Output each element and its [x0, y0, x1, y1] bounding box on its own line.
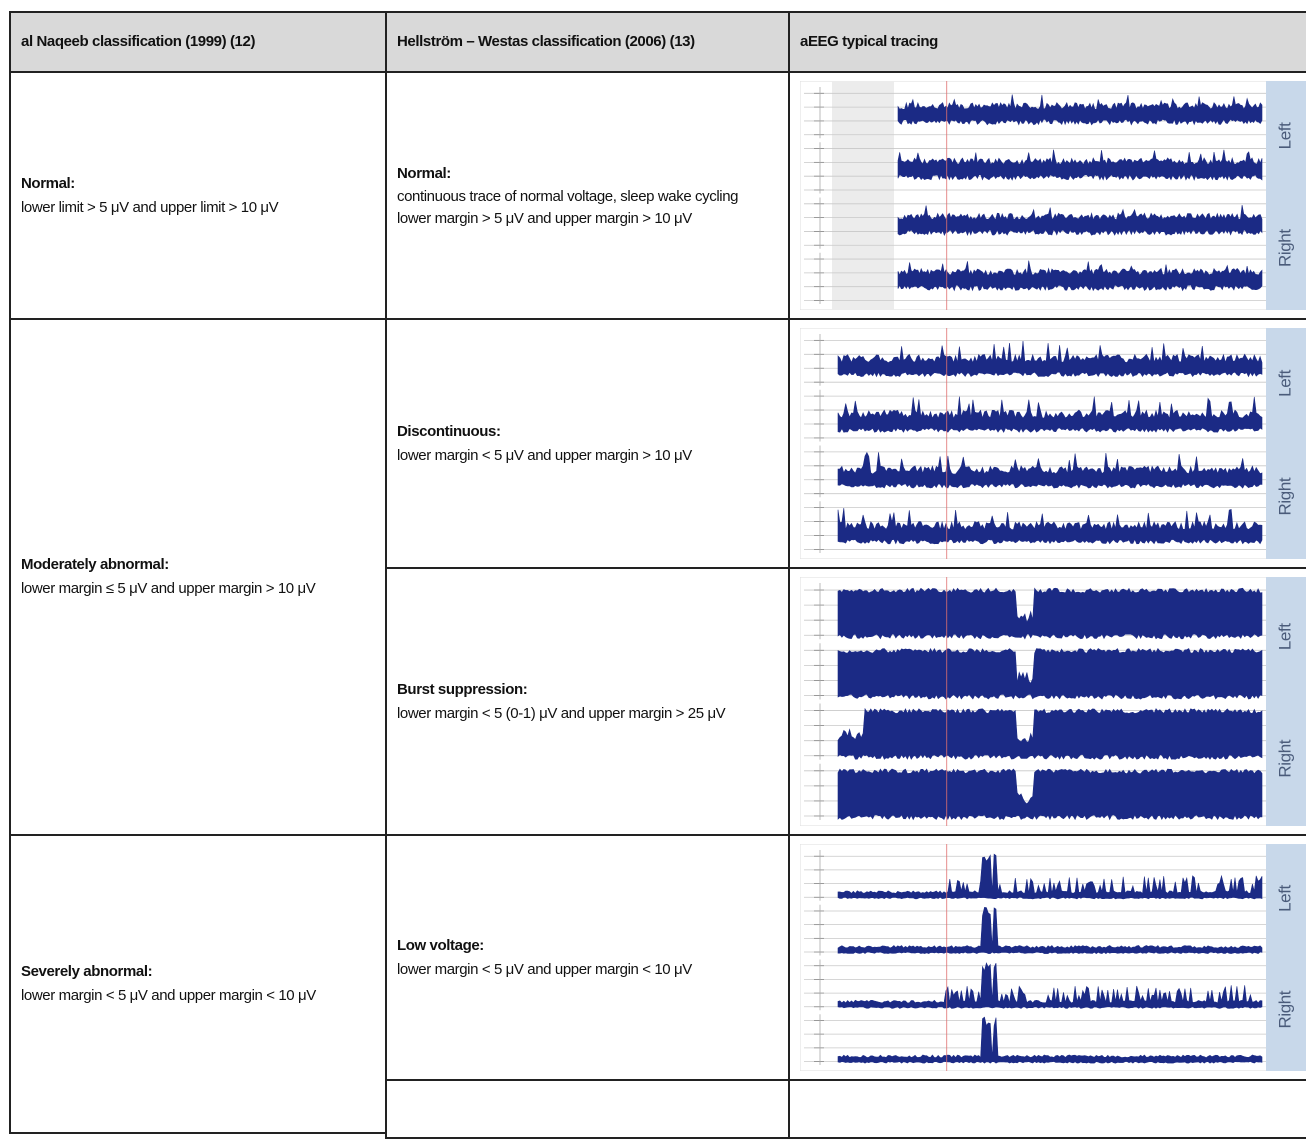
tracing-cell — [788, 1079, 1306, 1139]
side-bar — [1266, 328, 1306, 559]
hellstrom-cell: Normal: continuous trace of normal volta… — [385, 71, 790, 320]
aeeg-tracing: Left Right — [800, 844, 1306, 1071]
header-cell: al Naqeeb classification (1999) (12) — [9, 11, 387, 73]
hellstrom-cell: Low voltage: lower margin < 5 μV and upp… — [385, 834, 790, 1081]
header-cell: aEEG typical tracing — [788, 11, 1306, 73]
class-title: Moderately abnormal: — [21, 553, 375, 577]
eeg-band — [838, 769, 1262, 820]
side-label: Right — [1275, 477, 1294, 515]
eeg-band — [838, 709, 1262, 760]
naqeeb-cell: Severely abnormal: lower margin < 5 μV a… — [9, 834, 387, 1134]
tracing-background — [800, 844, 1306, 1071]
class-text: lower margin ≤ 5 μV and upper margin > 1… — [21, 577, 375, 601]
class-title: Low voltage: — [397, 934, 778, 958]
class-title: Normal: — [397, 162, 778, 186]
aeeg-tracing: Left Right — [800, 81, 1306, 310]
class-title: Normal: — [21, 172, 375, 196]
class-text: lower limit > 5 μV and upper limit > 10 … — [21, 196, 375, 220]
tracing-cell: Left Right — [788, 71, 1306, 320]
eeg-band — [838, 588, 1262, 639]
aeeg-tracing: Left Right — [800, 577, 1306, 826]
side-label: Left — [1275, 369, 1294, 396]
side-label: Left — [1275, 884, 1294, 911]
tracing-cell: Left Right — [788, 567, 1306, 836]
hellstrom-cell: Discontinuous: lower margin < 5 μV and u… — [385, 318, 790, 569]
side-label: Left — [1275, 623, 1294, 650]
tracing-cell: Left Right — [788, 318, 1306, 569]
class-text: lower margin < 5 μV and upper margin < 1… — [397, 958, 778, 982]
side-bar — [1266, 844, 1306, 1071]
class-text: lower margin < 5 (0-1) μV and upper marg… — [397, 702, 778, 726]
class-text: lower margin < 5 μV and upper margin > 1… — [397, 444, 778, 468]
naqeeb-cell: Normal: lower limit > 5 μV and upper lim… — [9, 71, 387, 320]
header-text: aEEG typical tracing — [800, 30, 1306, 54]
hellstrom-cell — [385, 1079, 790, 1139]
side-label: Left — [1275, 122, 1294, 149]
tracing-cell: Left Right — [788, 834, 1306, 1081]
hellstrom-cell: Burst suppression: lower margin < 5 (0-1… — [385, 567, 790, 836]
class-title: Burst suppression: — [397, 678, 778, 702]
side-bar — [1266, 81, 1306, 310]
side-label: Right — [1275, 990, 1294, 1028]
class-title: Discontinuous: — [397, 420, 778, 444]
header-text: Hellström – Westas classification (2006)… — [397, 30, 778, 54]
side-label: Right — [1275, 229, 1294, 267]
page: al Naqeeb classification (1999) (12) Hel… — [0, 0, 1306, 1084]
eeg-band — [838, 649, 1262, 700]
class-title: Severely abnormal: — [21, 960, 375, 984]
header-text: al Naqeeb classification (1999) (12) — [21, 30, 375, 54]
header-cell: Hellström – Westas classification (2006)… — [385, 11, 790, 73]
class-text: continuous trace of normal voltage, slee… — [397, 186, 778, 208]
blank-area — [832, 81, 894, 310]
side-bar — [1266, 577, 1306, 826]
aeeg-tracing: Left Right — [800, 328, 1306, 559]
naqeeb-cell: Moderately abnormal: lower margin ≤ 5 μV… — [9, 318, 387, 836]
side-label: Right — [1275, 739, 1294, 777]
class-text: lower margin > 5 μV and upper margin > 1… — [397, 208, 778, 230]
class-text: lower margin < 5 μV and upper margin < 1… — [21, 984, 375, 1008]
